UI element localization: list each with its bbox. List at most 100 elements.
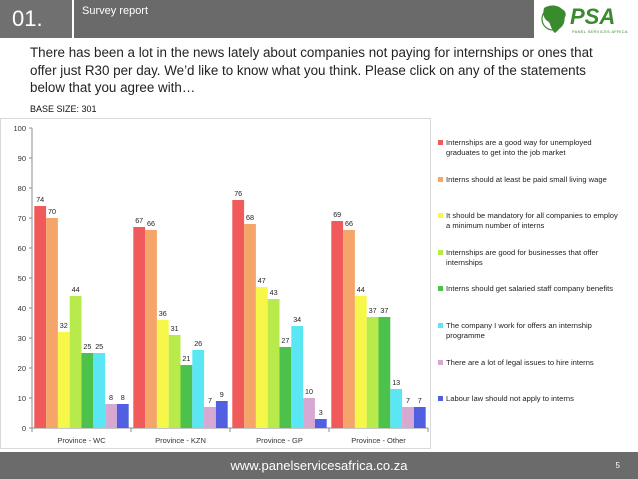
bar [57, 332, 70, 428]
bar [156, 320, 169, 428]
data-label: 66 [147, 219, 155, 228]
bar [390, 389, 403, 428]
y-tick-label: 50 [18, 274, 26, 283]
legend-label: Labour law should not apply to interns [446, 394, 574, 404]
legend-swatch [438, 176, 443, 182]
chart-frame [0, 118, 431, 449]
bar-chart: 0 10 20 30 40 50 60 70 80 90 100 Province - WC 74 70 3… [0, 118, 431, 449]
legend-label: Interns should get salaried staff compan… [446, 284, 614, 294]
data-label: 3 [319, 408, 323, 417]
chart-area: 0 10 20 30 40 50 60 70 80 90 100 Province - WC 74 70 3… [0, 118, 638, 452]
y-tick-label: 0 [22, 424, 26, 433]
bar [93, 353, 106, 428]
data-label: 44 [72, 285, 80, 294]
bar [192, 350, 205, 428]
bar [215, 401, 228, 428]
data-label: 25 [83, 342, 91, 351]
bar [232, 200, 245, 428]
logo-wordmark: PSA [570, 4, 616, 29]
data-label: 27 [281, 336, 289, 345]
data-label: 37 [369, 306, 377, 315]
bar [303, 398, 315, 428]
data-label: 68 [246, 213, 254, 222]
data-label: 26 [194, 339, 202, 348]
bar [168, 335, 181, 428]
legend-swatch [438, 323, 443, 328]
africa-map-icon [541, 5, 566, 34]
y-tick-label: 60 [18, 244, 26, 253]
bar [402, 407, 414, 428]
bar [81, 353, 94, 428]
bar [244, 224, 256, 428]
data-label: 21 [182, 354, 190, 363]
logo-subtext: PANEL SERVICES AFRICA [572, 29, 628, 34]
bar [279, 347, 292, 428]
y-tick-label: 10 [18, 394, 26, 403]
data-label: 25 [95, 342, 103, 351]
x-category-label: Province - Other [351, 436, 406, 445]
footer-bar: www.panelservicesafrica.co.za 5 [0, 452, 638, 479]
bar [145, 230, 157, 428]
y-tick-label: 100 [13, 124, 26, 133]
data-label: 66 [345, 219, 353, 228]
data-label: 69 [333, 210, 341, 219]
legend-swatch [438, 213, 443, 219]
data-label: 47 [258, 276, 266, 285]
bar [366, 317, 379, 428]
y-tick-label: 40 [18, 304, 26, 313]
legend-label: There are a lot of legal issues to hire … [446, 357, 594, 367]
bar [133, 227, 146, 428]
data-label: 8 [109, 393, 113, 402]
base-size-label: BASE SIZE: 301 [30, 104, 97, 114]
bar [105, 404, 117, 428]
legend-swatch [438, 140, 443, 145]
data-label: 8 [121, 393, 125, 402]
y-tick-label: 90 [18, 154, 26, 163]
bar [204, 407, 216, 428]
legend-swatch [438, 286, 443, 292]
y-tick-label: 70 [18, 214, 26, 223]
y-tick-label: 20 [18, 364, 26, 373]
data-label: 13 [392, 378, 400, 387]
legend-label: Internships are good for businesses that… [446, 247, 599, 267]
data-label: 7 [418, 396, 422, 405]
data-label: 32 [60, 321, 68, 330]
legend-swatch [438, 359, 443, 365]
data-label: 36 [159, 309, 167, 318]
bar [255, 287, 268, 428]
footer-url[interactable]: www.panelservicesafrica.co.za [230, 458, 408, 473]
bar [34, 206, 47, 428]
data-label: 44 [357, 285, 365, 294]
bar [314, 419, 327, 428]
data-label: 10 [305, 387, 313, 396]
legend-label: The company I work for offers an interns… [446, 321, 592, 340]
legend-swatch [438, 249, 443, 255]
data-label: 67 [135, 216, 143, 225]
data-label: 34 [293, 315, 301, 324]
legend-label: Interns should at least be paid small li… [446, 174, 607, 184]
data-label: 43 [270, 288, 278, 297]
bar [46, 218, 58, 428]
data-label: 70 [48, 207, 56, 216]
bar [267, 299, 280, 428]
intro-text: There has been a lot in the news lately … [30, 45, 593, 95]
legend-swatch [438, 396, 443, 402]
page-number: 5 [615, 461, 620, 470]
data-label: 74 [36, 195, 44, 204]
header-title: Survey report [74, 0, 534, 38]
x-category-label: Province - GP [256, 436, 303, 445]
data-label: 7 [406, 396, 410, 405]
x-category-label: Province - WC [57, 436, 106, 445]
bar [116, 404, 129, 428]
bar [180, 365, 193, 428]
legend-label: Internships are a good way for unemploye… [446, 138, 592, 157]
bar [69, 296, 82, 428]
legend-label: It should be mandatory for all companies… [446, 211, 618, 231]
slide-number: 01. [0, 0, 72, 38]
x-category-label: Province - KZN [155, 436, 206, 445]
data-label: 7 [208, 396, 212, 405]
bar [291, 326, 304, 428]
psa-logo: PSA PANEL SERVICES AFRICA [536, 0, 638, 38]
data-label: 31 [171, 324, 179, 333]
y-tick-label: 30 [18, 334, 26, 343]
